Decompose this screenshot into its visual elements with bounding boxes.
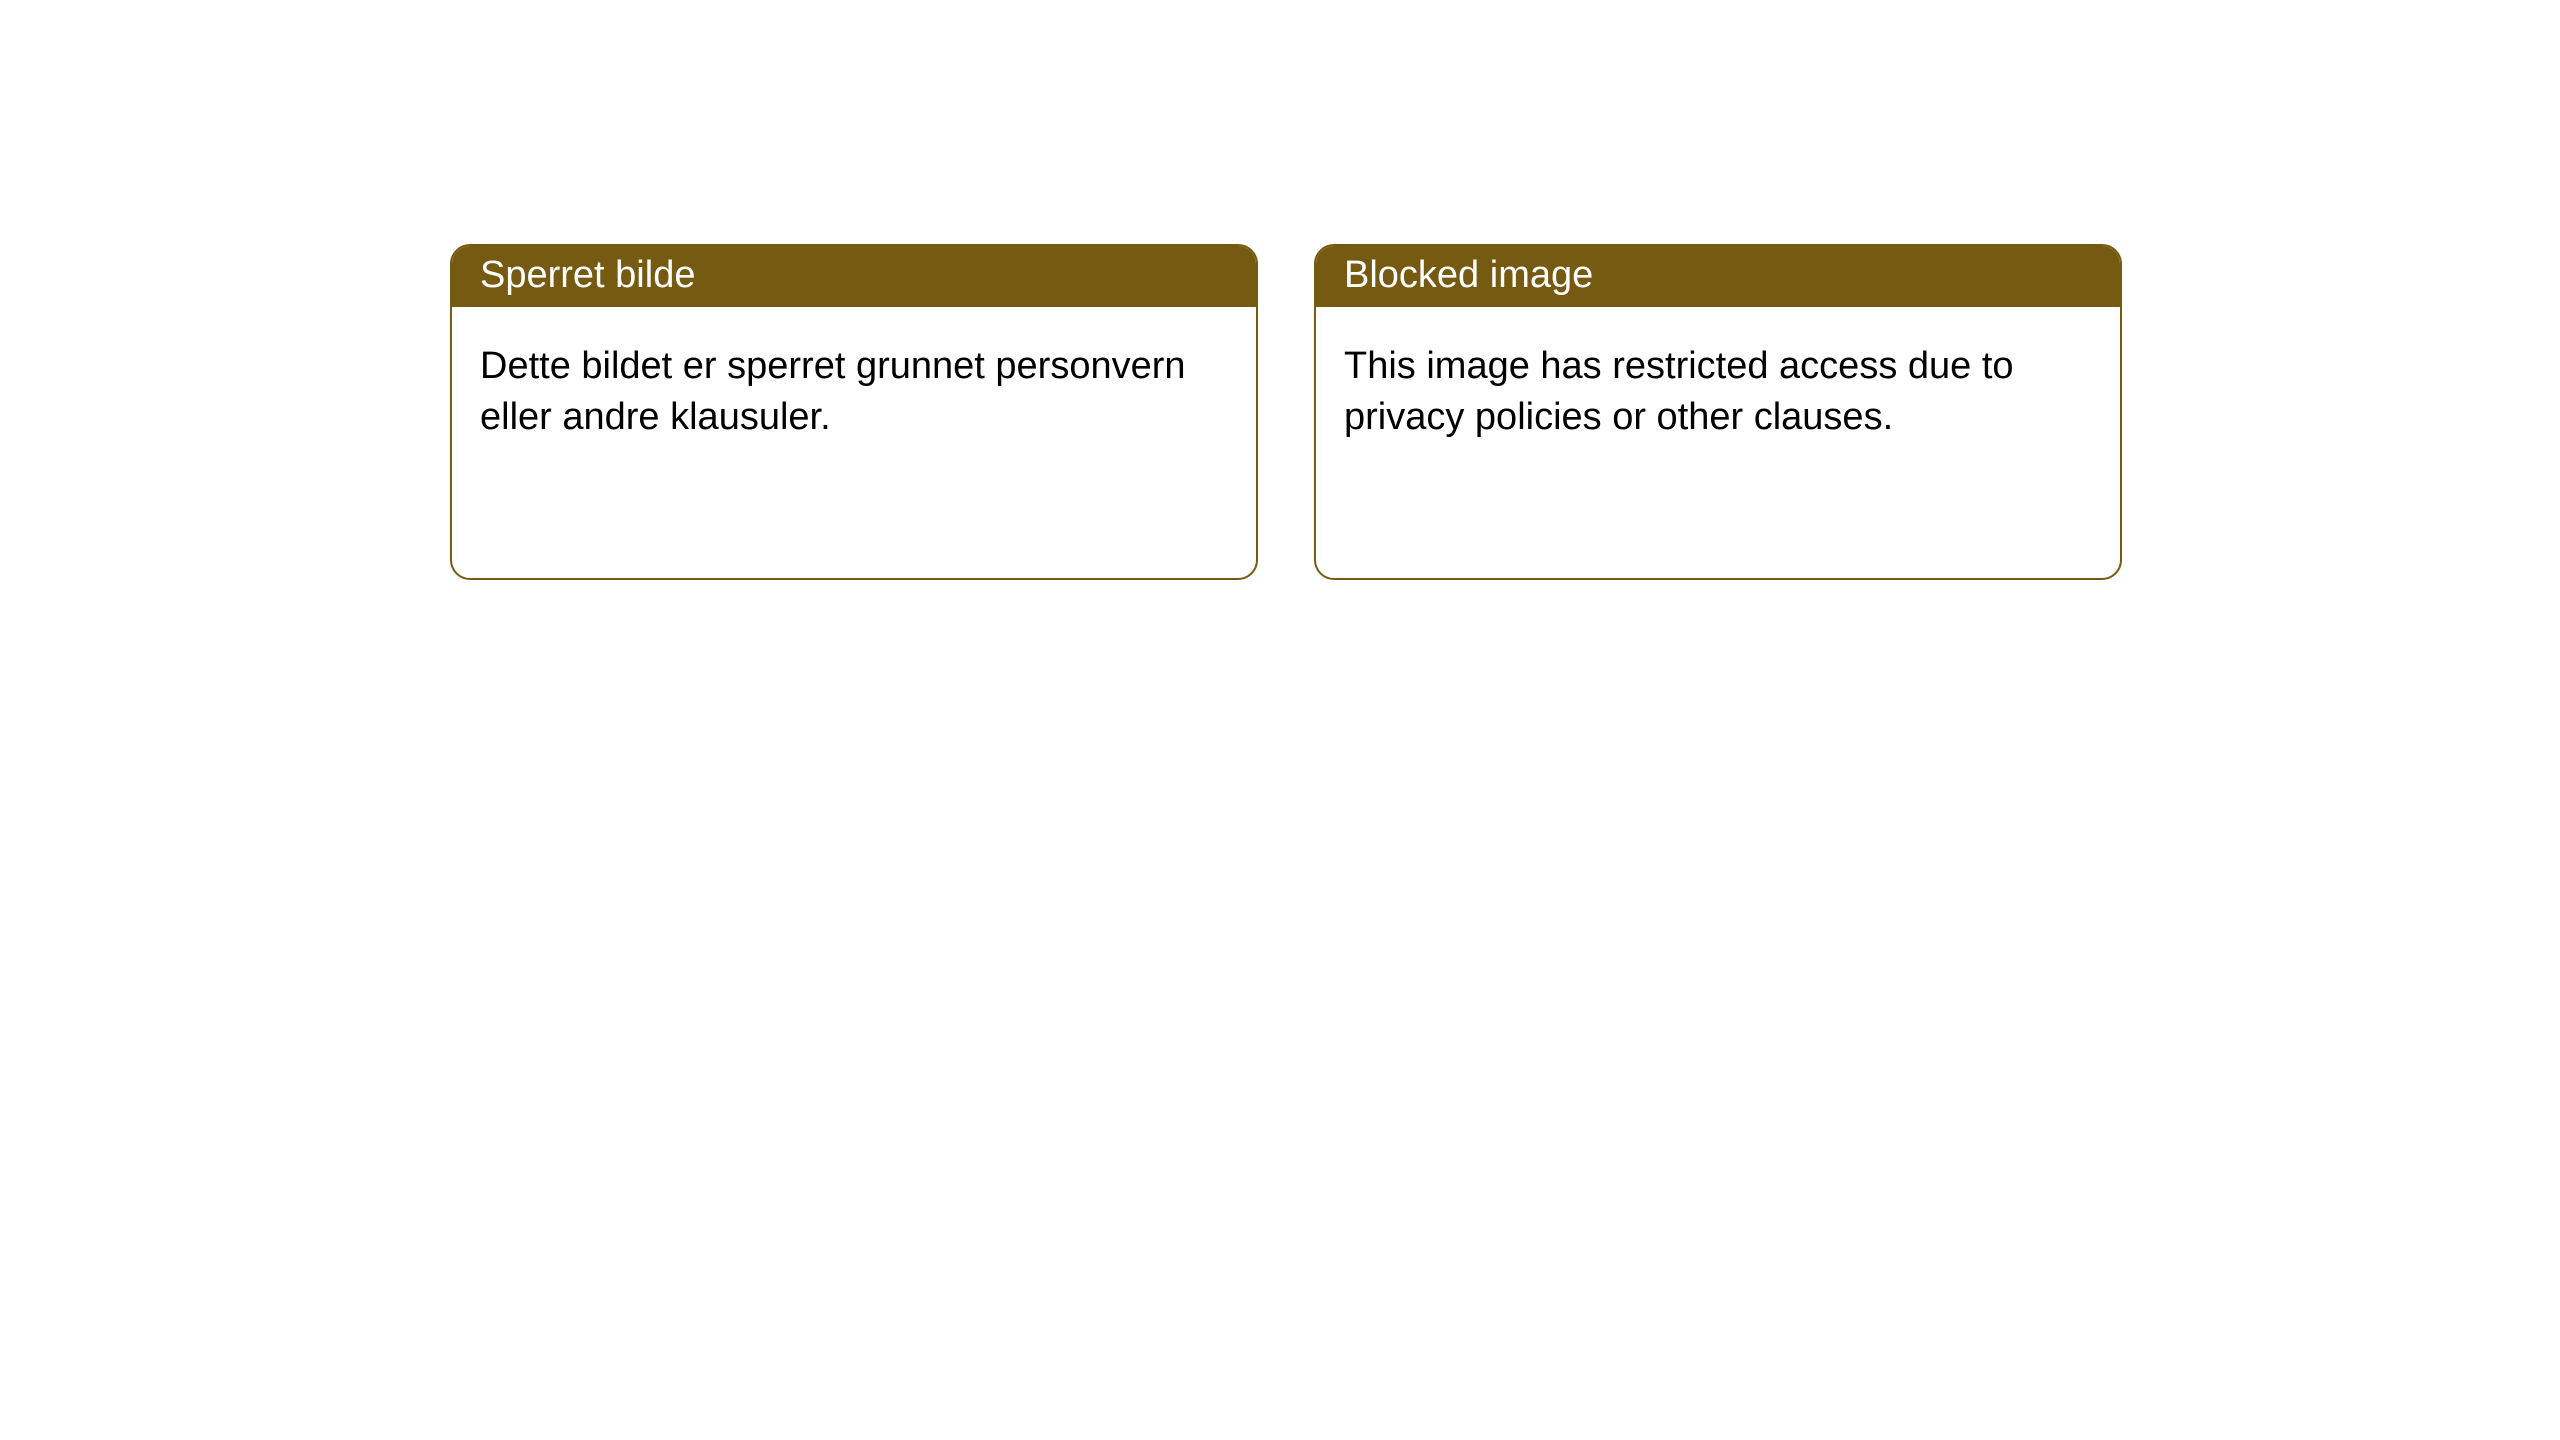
- blocked-image-card-en: Blocked image This image has restricted …: [1314, 244, 2122, 580]
- card-header: Sperret bilde: [452, 246, 1256, 307]
- card-header: Blocked image: [1316, 246, 2120, 307]
- card-body: Dette bildet er sperret grunnet personve…: [452, 307, 1256, 478]
- cards-container: Sperret bilde Dette bildet er sperret gr…: [0, 0, 2560, 580]
- card-body: This image has restricted access due to …: [1316, 307, 2120, 478]
- blocked-image-card-no: Sperret bilde Dette bildet er sperret gr…: [450, 244, 1258, 580]
